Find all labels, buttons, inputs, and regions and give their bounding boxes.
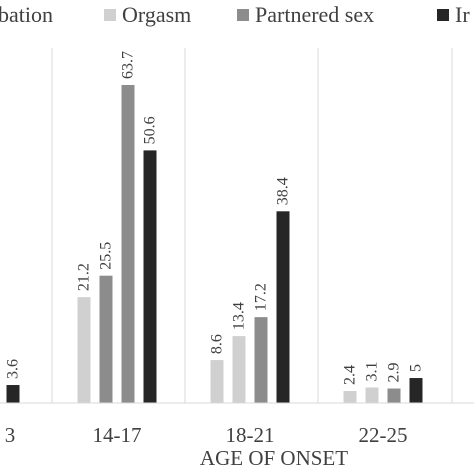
data-label-2-2: 17.2 (253, 283, 270, 311)
bar-2-3 (276, 211, 290, 403)
data-label-2-1: 13.4 (231, 302, 248, 330)
x-tick-2: 18-21 (226, 423, 275, 447)
bars (6, 85, 423, 403)
category-separators (51, 48, 453, 403)
bar-2-0 (210, 360, 224, 403)
data-label-0-1: 3.6 (5, 359, 22, 379)
legend-swatch-2 (237, 9, 249, 21)
legend-label-3: Ir (455, 2, 470, 27)
legend-label-2: Partnered sex (255, 2, 374, 27)
legend-swatch-1 (104, 9, 116, 21)
legend-label-0: bation (0, 2, 53, 27)
x-axis-title: AGE OF ONSET (200, 446, 348, 470)
x-tick-0: 3 (5, 423, 16, 447)
bar-3-0 (343, 391, 357, 403)
bar-1-3 (143, 150, 157, 403)
data-label-3-2: 2.9 (386, 363, 403, 383)
x-tick-labels: 3 14-17 18-21 22-25 (5, 423, 408, 447)
bar-1-0 (77, 297, 91, 403)
bar-3-2 (387, 388, 401, 403)
bar-0-1 (6, 385, 20, 403)
x-tick-3: 22-25 (359, 423, 408, 447)
data-label-2-0: 8.6 (209, 334, 226, 354)
x-tick-1: 14-17 (93, 423, 142, 447)
bar-1-2 (121, 85, 135, 403)
legend-label-1: Orgasm (122, 2, 191, 27)
data-label-1-2: 63.7 (120, 51, 137, 79)
legend-swatch-3 (437, 9, 449, 21)
bar-3-3 (409, 378, 423, 403)
bar-2-2 (254, 317, 268, 403)
bar-3-1 (365, 387, 379, 403)
legend: bation Orgasm Partnered sex Ir (0, 2, 470, 27)
bar-1-1 (99, 275, 113, 403)
data-label-1-0: 21.2 (76, 263, 93, 291)
bar-2-1 (232, 336, 246, 403)
data-label-2-3: 38.4 (275, 177, 292, 205)
data-label-3-0: 2.4 (342, 365, 359, 385)
data-label-3-1: 3.1 (364, 362, 381, 382)
data-label-1-1: 25.5 (98, 242, 115, 270)
data-label-3-3: 5 (408, 364, 425, 372)
data-label-1-3: 50.6 (142, 116, 159, 144)
data-label-0-0: 12.2 (0, 309, 1, 337)
data-labels: 12.2 3.6 21.2 25.5 63.7 50.6 8.6 13.4 17.2 38.4 2.… (0, 51, 425, 385)
